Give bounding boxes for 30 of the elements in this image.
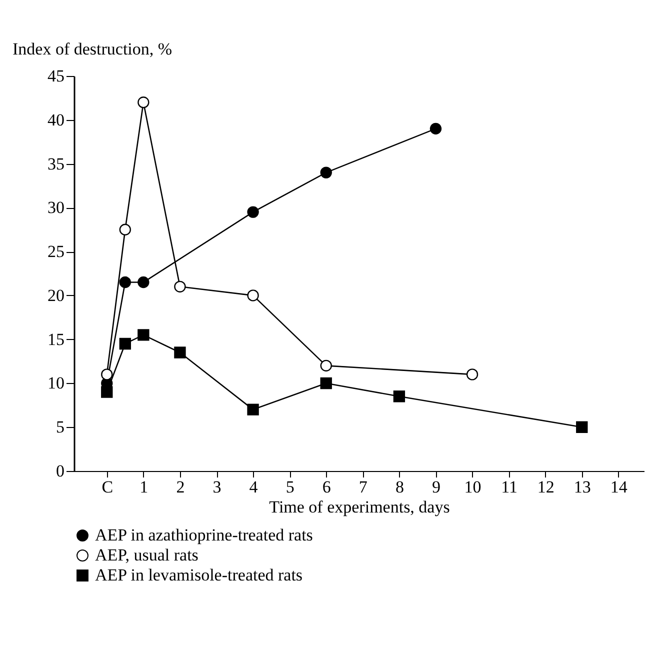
y-tick-label: 15 (48, 330, 64, 349)
legend-label: AEP in azathioprine-treated rats (95, 526, 313, 544)
x-tick-label: 8 (395, 478, 404, 496)
x-tick-label: 6 (322, 478, 331, 496)
y-tick-label: 40 (48, 110, 64, 130)
x-axis-title: Time of experiments, days (269, 498, 450, 516)
x-tick-label: 5 (286, 478, 294, 496)
x-tick-label: 7 (358, 478, 368, 496)
x-tick-label: C (102, 478, 114, 496)
x-tick-label: 2 (176, 478, 185, 496)
y-tick-label: 10 (48, 374, 64, 393)
y-tick-label: 25 (48, 242, 64, 262)
x-tick-label: 4 (249, 478, 258, 496)
x-tick-label: 10 (464, 478, 482, 496)
x-tick-label: 13 (574, 478, 591, 496)
legend-label: AEP in levamisole-treated rats (95, 566, 303, 584)
y-tick-label: 35 (48, 154, 64, 174)
x-tick-label: 9 (432, 478, 440, 496)
y-tick-label: 0 (56, 462, 64, 480)
legend-label: AEP, usual rats (95, 546, 198, 564)
x-tick-label: 14 (610, 478, 628, 496)
y-tick-label: 30 (48, 198, 64, 218)
y-axis-title: Index of destruction, % (12, 40, 172, 58)
y-tick-label: 5 (56, 418, 64, 437)
x-tick-label: 11 (501, 478, 518, 496)
y-tick-label: 45 (48, 66, 64, 86)
x-tick-label: 3 (212, 478, 222, 496)
x-tick-label: 12 (537, 478, 554, 496)
y-tick-label: 20 (48, 286, 64, 305)
x-tick-label: 1 (140, 478, 148, 496)
